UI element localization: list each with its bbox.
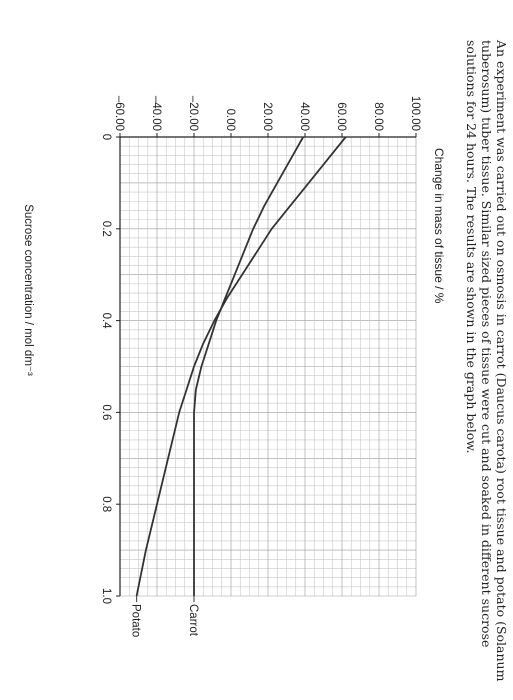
y-axis-label: Change in mass of tissue / %: [432, 148, 446, 304]
x-tick-label: 0.2: [100, 221, 112, 237]
x-tick-label: 0.8: [100, 496, 112, 512]
y-tick-label: 20.00: [261, 102, 273, 131]
series-lines: [135, 136, 347, 597]
x-tick-label: 0.4: [100, 313, 112, 330]
y-tick-label: –60.00: [113, 96, 125, 131]
grid: [119, 136, 417, 597]
y-tick-label: 0.00: [224, 109, 236, 131]
series-label-potato: Potato: [130, 604, 142, 637]
y-tick-label: –20.00: [187, 96, 199, 131]
y-tick-label: –40.00: [150, 96, 162, 131]
series-label-carrot: Carrot: [187, 604, 199, 637]
x-tick-label: 1.0: [100, 588, 112, 604]
tick-labels: 100.00 80.00 60.00 40.00 20.00 0.00 –20.00 –40.…: [100, 96, 421, 604]
series-labels: Carrot Potato: [130, 596, 199, 637]
y-tick-label: 100.00: [409, 96, 421, 131]
y-tick-label: 40.00: [298, 102, 310, 131]
x-tick-label: 0: [100, 134, 112, 140]
x-tick-label: 0.6: [100, 404, 112, 420]
series-line-potato: [135, 136, 347, 597]
x-axis-label: Sucrose concentration / mol dm⁻³: [22, 204, 34, 376]
y-tick-label: 60.00: [335, 102, 347, 131]
series-line-carrot: [193, 136, 304, 596]
y-tick-label: 80.00: [372, 102, 384, 131]
